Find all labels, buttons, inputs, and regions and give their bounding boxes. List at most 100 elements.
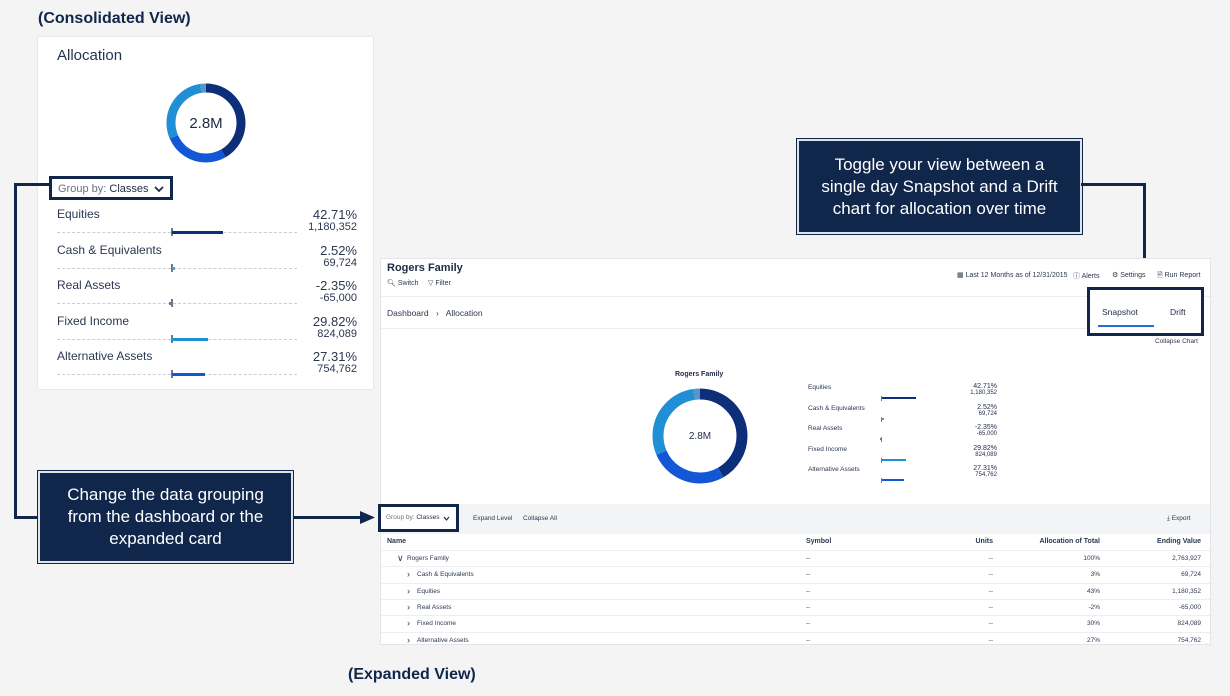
allocation-bar — [882, 417, 885, 420]
expanded-group-by-dropdown[interactable]: Group by: Classes — [378, 504, 459, 532]
donut-total: 2.8M — [189, 115, 222, 132]
arrow-right-icon — [360, 511, 375, 524]
cell-symbol: -- — [806, 587, 811, 595]
cell-units: -- — [988, 603, 993, 611]
row-label: Cash & Equivalents — [57, 242, 162, 257]
tab-snapshot-underline — [1098, 325, 1154, 327]
header-divider — [381, 296, 1210, 297]
donut-segment — [652, 388, 748, 484]
table-row[interactable]: ∨ Rogers Family -- -- 100% 2,763,927 — [381, 550, 1210, 567]
chevron-right-icon[interactable]: › — [407, 569, 410, 580]
row-percent: 27.31% — [973, 465, 997, 472]
zero-tick — [881, 457, 882, 463]
allocation-bar — [882, 479, 904, 481]
grouping-connector-vertical — [14, 183, 17, 519]
row-label: Fixed Income — [808, 445, 848, 453]
switch-button[interactable]: 🔍︎ Switch — [387, 279, 418, 287]
collapse-all-button[interactable]: Collapse All — [523, 515, 557, 522]
expanded-group-by-value: Classes — [416, 514, 440, 521]
allocation-bar — [882, 458, 906, 461]
alerts-button[interactable]: ⓘ Alerts — [1073, 271, 1099, 281]
cell-allocation: 3% — [1090, 571, 1100, 579]
row-label: Alternative Assets — [808, 466, 860, 473]
chevron-down-icon — [443, 516, 450, 521]
row-label: Equities — [57, 207, 100, 221]
allocation-bar — [172, 373, 205, 376]
group-by-value: Classes — [109, 183, 149, 195]
row-label: Real Assets — [808, 425, 843, 432]
cell-units: -- — [988, 555, 993, 562]
grouping-connector-top — [14, 183, 50, 186]
allocation-donut: 2.8M — [166, 83, 246, 163]
expanded-view-label: (Expanded View) — [348, 666, 476, 683]
chevron-down-icon[interactable]: ∨ — [397, 553, 404, 563]
cell-allocation: 30% — [1086, 620, 1100, 628]
table-row[interactable]: › Alternative Assets -- -- 27% 754,762 — [381, 631, 1210, 649]
date-range-button[interactable]: ▦ Last 12 Months as of 12/31/2015 — [957, 271, 1068, 279]
chart-title: Rogers Family — [675, 371, 724, 378]
expanded-title: Rogers Family — [387, 262, 463, 274]
allocation-bar — [880, 438, 882, 440]
breadcrumb-allocation: Allocation — [445, 308, 483, 318]
toggle-connector-vertical — [1143, 183, 1146, 284]
cell-ending-value: 69,724 — [1181, 571, 1201, 579]
collapse-chart-button[interactable]: Collapse Chart — [1155, 338, 1198, 345]
grouping-callout: Change the data grouping from the dashbo… — [38, 471, 293, 563]
settings-button[interactable]: ⚙ Settings — [1112, 271, 1160, 279]
allocation-bar — [172, 231, 224, 234]
expanded-donut-total: 2.8M — [689, 431, 711, 442]
chevron-right-icon[interactable]: › — [407, 601, 410, 612]
cell-units: -- — [988, 587, 993, 595]
cell-units: -- — [988, 636, 993, 644]
table-toolbar: Group by: Classes Expand Level Collapse … — [378, 504, 1210, 534]
export-label: Export — [1171, 515, 1191, 522]
row-value: 1,180,352 — [970, 390, 997, 396]
run-report-button[interactable]: 🗎︎ Run Report — [1157, 271, 1200, 282]
breadcrumb-divider — [381, 328, 1086, 329]
date-range-label: Last 12 Months as of 12/31/2015 — [965, 272, 1068, 279]
filter-button[interactable]: ▽ Filter — [428, 279, 451, 287]
column-ending-value[interactable]: Ending Value — [1157, 538, 1201, 545]
export-button[interactable]: ⤓ Export — [1167, 515, 1190, 523]
tab-snapshot[interactable]: Snapshot — [1102, 307, 1138, 317]
chevron-right-icon[interactable]: › — [407, 634, 410, 645]
allocation-bar — [882, 397, 917, 399]
column-allocation[interactable]: Allocation of Total — [1039, 538, 1100, 545]
column-units[interactable]: Units — [975, 538, 994, 545]
column-symbol[interactable]: Symbol — [806, 538, 832, 545]
row-percent: 27.31% — [312, 349, 357, 364]
calendar-icon: ▦ — [957, 272, 964, 279]
donut-segment — [652, 388, 748, 484]
table-row[interactable]: › Cash & Equivalents -- -- 3% 69,724 — [381, 566, 1210, 583]
search-icon: 🔍︎ — [387, 280, 396, 287]
row-label: Alternative Assets — [57, 349, 153, 363]
table-row[interactable]: › Fixed Income -- -- 30% 824,089 — [381, 615, 1210, 632]
donut-segment — [166, 83, 246, 163]
row-value: 824,089 — [975, 451, 997, 458]
view-toggle: Snapshot Drift — [1087, 287, 1204, 336]
cell-symbol: -- — [806, 571, 811, 579]
cell-symbol: -- — [806, 555, 811, 562]
cell-symbol: -- — [806, 620, 811, 628]
expand-level-button[interactable]: Expand Level — [473, 515, 513, 522]
card-title: Allocation — [57, 47, 123, 64]
table-row[interactable]: › Equities -- -- 43% 1,180,352 — [381, 582, 1210, 600]
tab-drift[interactable]: Drift — [1170, 307, 1186, 317]
breadcrumb-dashboard[interactable]: Dashboard — [387, 308, 429, 318]
cell-symbol: -- — [806, 603, 811, 611]
filter-label: Filter — [435, 280, 451, 287]
chevron-right-icon[interactable]: › — [407, 585, 410, 596]
row-label: Equities — [808, 384, 832, 391]
group-by-dropdown[interactable]: Group by: Classes — [49, 176, 173, 200]
zero-tick — [881, 478, 882, 483]
row-percent: 2.52% — [320, 242, 357, 258]
cell-units: -- — [988, 571, 993, 579]
chevron-right-icon[interactable]: › — [407, 618, 410, 629]
donut-segment — [166, 83, 246, 163]
download-icon: ⤓ — [1167, 515, 1170, 522]
expanded-donut: 2.8M — [652, 388, 748, 484]
column-name[interactable]: Name — [387, 538, 407, 545]
cell-name: Fixed Income — [417, 620, 457, 628]
row-value: 69,724 — [978, 410, 997, 417]
table-row[interactable]: › Real Assets -- -- -2% -65,000 — [381, 598, 1210, 616]
